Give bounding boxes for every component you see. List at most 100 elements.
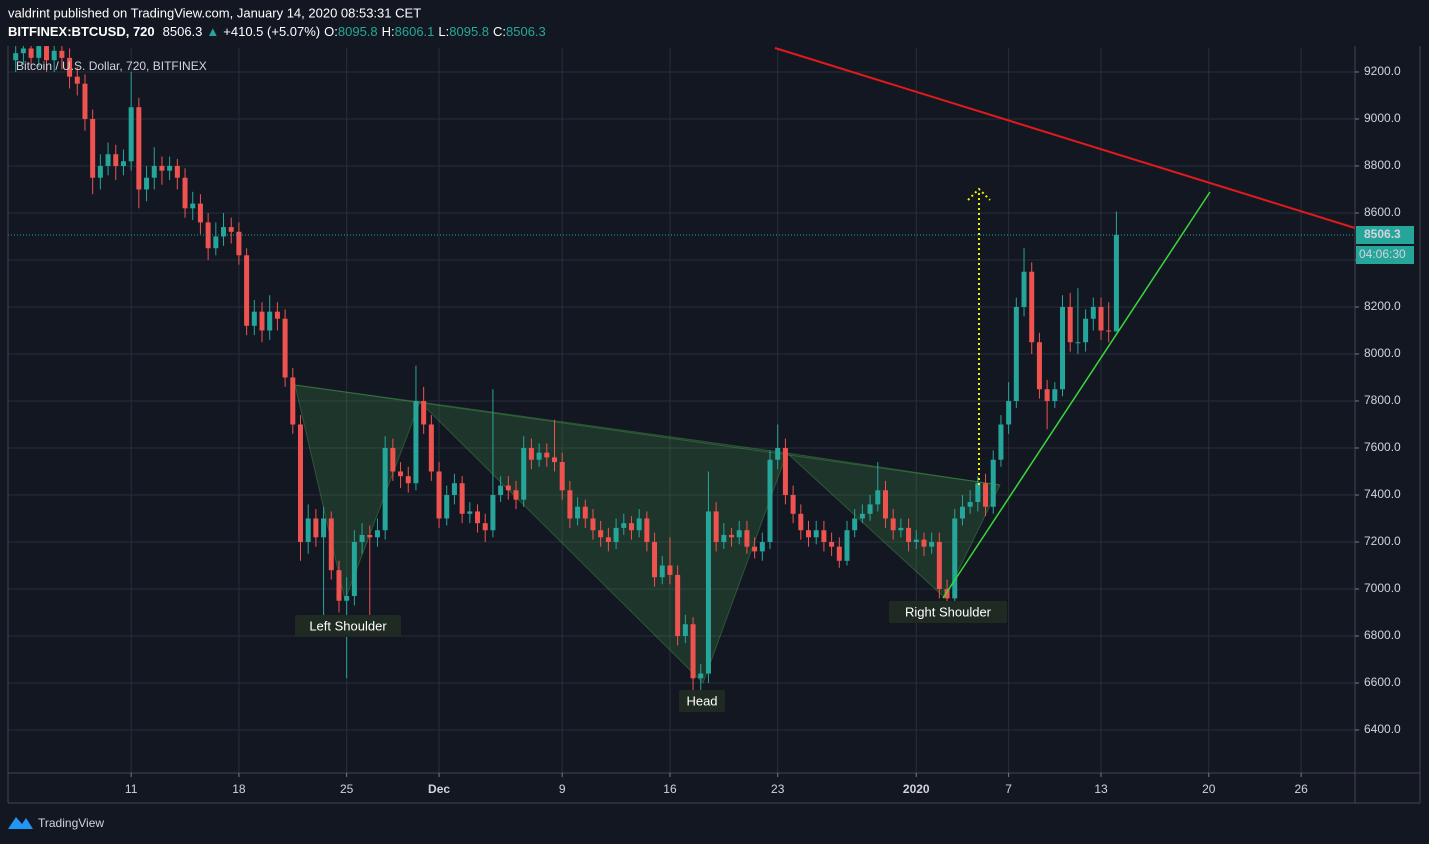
candle-body: [82, 83, 88, 119]
candle-body: [390, 447, 396, 472]
candle-body: [382, 447, 388, 531]
byline: valdrint published on TradingView.com, J…: [8, 5, 421, 20]
candle-body: [544, 452, 550, 458]
candle-body: [475, 511, 481, 524]
candle-body: [752, 546, 758, 552]
y-tick-label: 7400.0: [1364, 487, 1401, 501]
candle-body: [759, 541, 765, 552]
candle-body: [328, 518, 334, 571]
brand[interactable]: TradingView: [38, 816, 104, 830]
candle-body: [836, 546, 842, 561]
y-tick-label: 7000.0: [1364, 581, 1401, 595]
candle-body: [482, 523, 488, 531]
candle-body: [351, 541, 357, 597]
candle-body: [852, 518, 858, 531]
candle-body: [244, 255, 250, 326]
candle-body: [782, 447, 788, 495]
candle-body: [721, 534, 727, 542]
countdown: 04:06:30: [1359, 247, 1406, 261]
candle-body: [659, 565, 665, 578]
candle-body: [505, 485, 511, 491]
candle-body: [359, 534, 365, 542]
candle-body: [67, 57, 73, 77]
y-tick-label: 9000.0: [1364, 111, 1401, 125]
candle-body: [1075, 342, 1081, 344]
candle-body: [567, 490, 573, 519]
candle-body: [775, 447, 781, 460]
candle-body: [821, 530, 827, 542]
candle-body: [120, 161, 126, 166]
annotation: Left Shoulder: [309, 618, 387, 633]
candle-body: [113, 154, 119, 166]
y-tick-label: 8200.0: [1364, 299, 1401, 313]
symbol-text: BITFINEX:BTCUSD, 720: [8, 24, 155, 39]
axes: 6400.0 6600.0 6800.0 7000.0 7200.0 7400.0 7600…: [125, 64, 1414, 796]
candle-body: [605, 537, 611, 542]
candle-body: [767, 459, 773, 542]
candle-body: [882, 490, 888, 519]
x-tick-label: 23: [771, 782, 785, 796]
candle-body: [675, 574, 681, 636]
candle-body: [644, 518, 650, 542]
candle-body: [705, 511, 711, 674]
y-tick-label: 8600.0: [1364, 205, 1401, 219]
y-tick-label: 8800.0: [1364, 158, 1401, 172]
candle-body: [413, 400, 419, 484]
candle-body: [467, 511, 473, 514]
candle-body: [97, 165, 103, 178]
candle-body: [1090, 306, 1096, 319]
x-tick-label: 25: [340, 782, 354, 796]
x-tick-label: 7: [1005, 782, 1012, 796]
candle-body: [259, 311, 265, 331]
candle-body: [367, 534, 373, 538]
candle-body: [736, 530, 742, 538]
candle-body: [428, 424, 434, 472]
candle-body: [313, 518, 319, 538]
candle-body: [559, 462, 565, 491]
candle-body: [1013, 306, 1019, 401]
x-tick-label: Dec: [428, 782, 450, 796]
candle-body: [744, 530, 750, 547]
candle-body: [536, 452, 542, 460]
candle-body: [236, 231, 242, 256]
candle-body: [43, 46, 49, 61]
ohlc-label: C:: [493, 24, 506, 39]
x-tick-label: 9: [559, 782, 566, 796]
candle-body: [713, 511, 719, 542]
candle-body: [28, 48, 34, 58]
ohlc-label: O:: [324, 24, 338, 39]
candle-body: [1060, 306, 1066, 390]
target-arrowhead: [967, 187, 991, 201]
logo-icon: [8, 817, 33, 829]
candle-body: [806, 530, 812, 538]
head-triangle: [418, 401, 788, 684]
candle-body: [513, 490, 519, 500]
candle-body: [36, 46, 42, 58]
candle-body: [190, 203, 196, 209]
candle-body: [197, 203, 203, 223]
candle-body: [621, 523, 627, 528]
candle-body: [798, 513, 804, 531]
last-price: 8506.3: [163, 24, 203, 39]
candle-body: [221, 227, 227, 237]
symbol: BITFINEX:BTCUSD, 720 8506.3 ▲ +410.5 (+5.07…: [8, 24, 546, 39]
legend: Bitcoin / U.S. Dollar, 720, BITFINEX: [16, 59, 207, 73]
candle-body: [859, 513, 865, 519]
candle-body: [13, 53, 19, 61]
candle-body: [128, 107, 134, 162]
candle-body: [228, 227, 234, 232]
candle-body: [436, 471, 442, 519]
candle-body: [936, 541, 942, 589]
candle-body: [582, 506, 588, 519]
candle-body: [906, 527, 912, 542]
candle-body: [459, 483, 465, 514]
candle-body: [490, 494, 496, 531]
ohlc-value: 8095.8: [338, 24, 378, 39]
resistance-line: [774, 47, 1356, 229]
candle-body: [921, 539, 927, 547]
candles: [8, 29, 1355, 712]
candle-body: [790, 494, 796, 514]
candle-body: [421, 400, 427, 425]
last-price-box: [1356, 225, 1414, 244]
